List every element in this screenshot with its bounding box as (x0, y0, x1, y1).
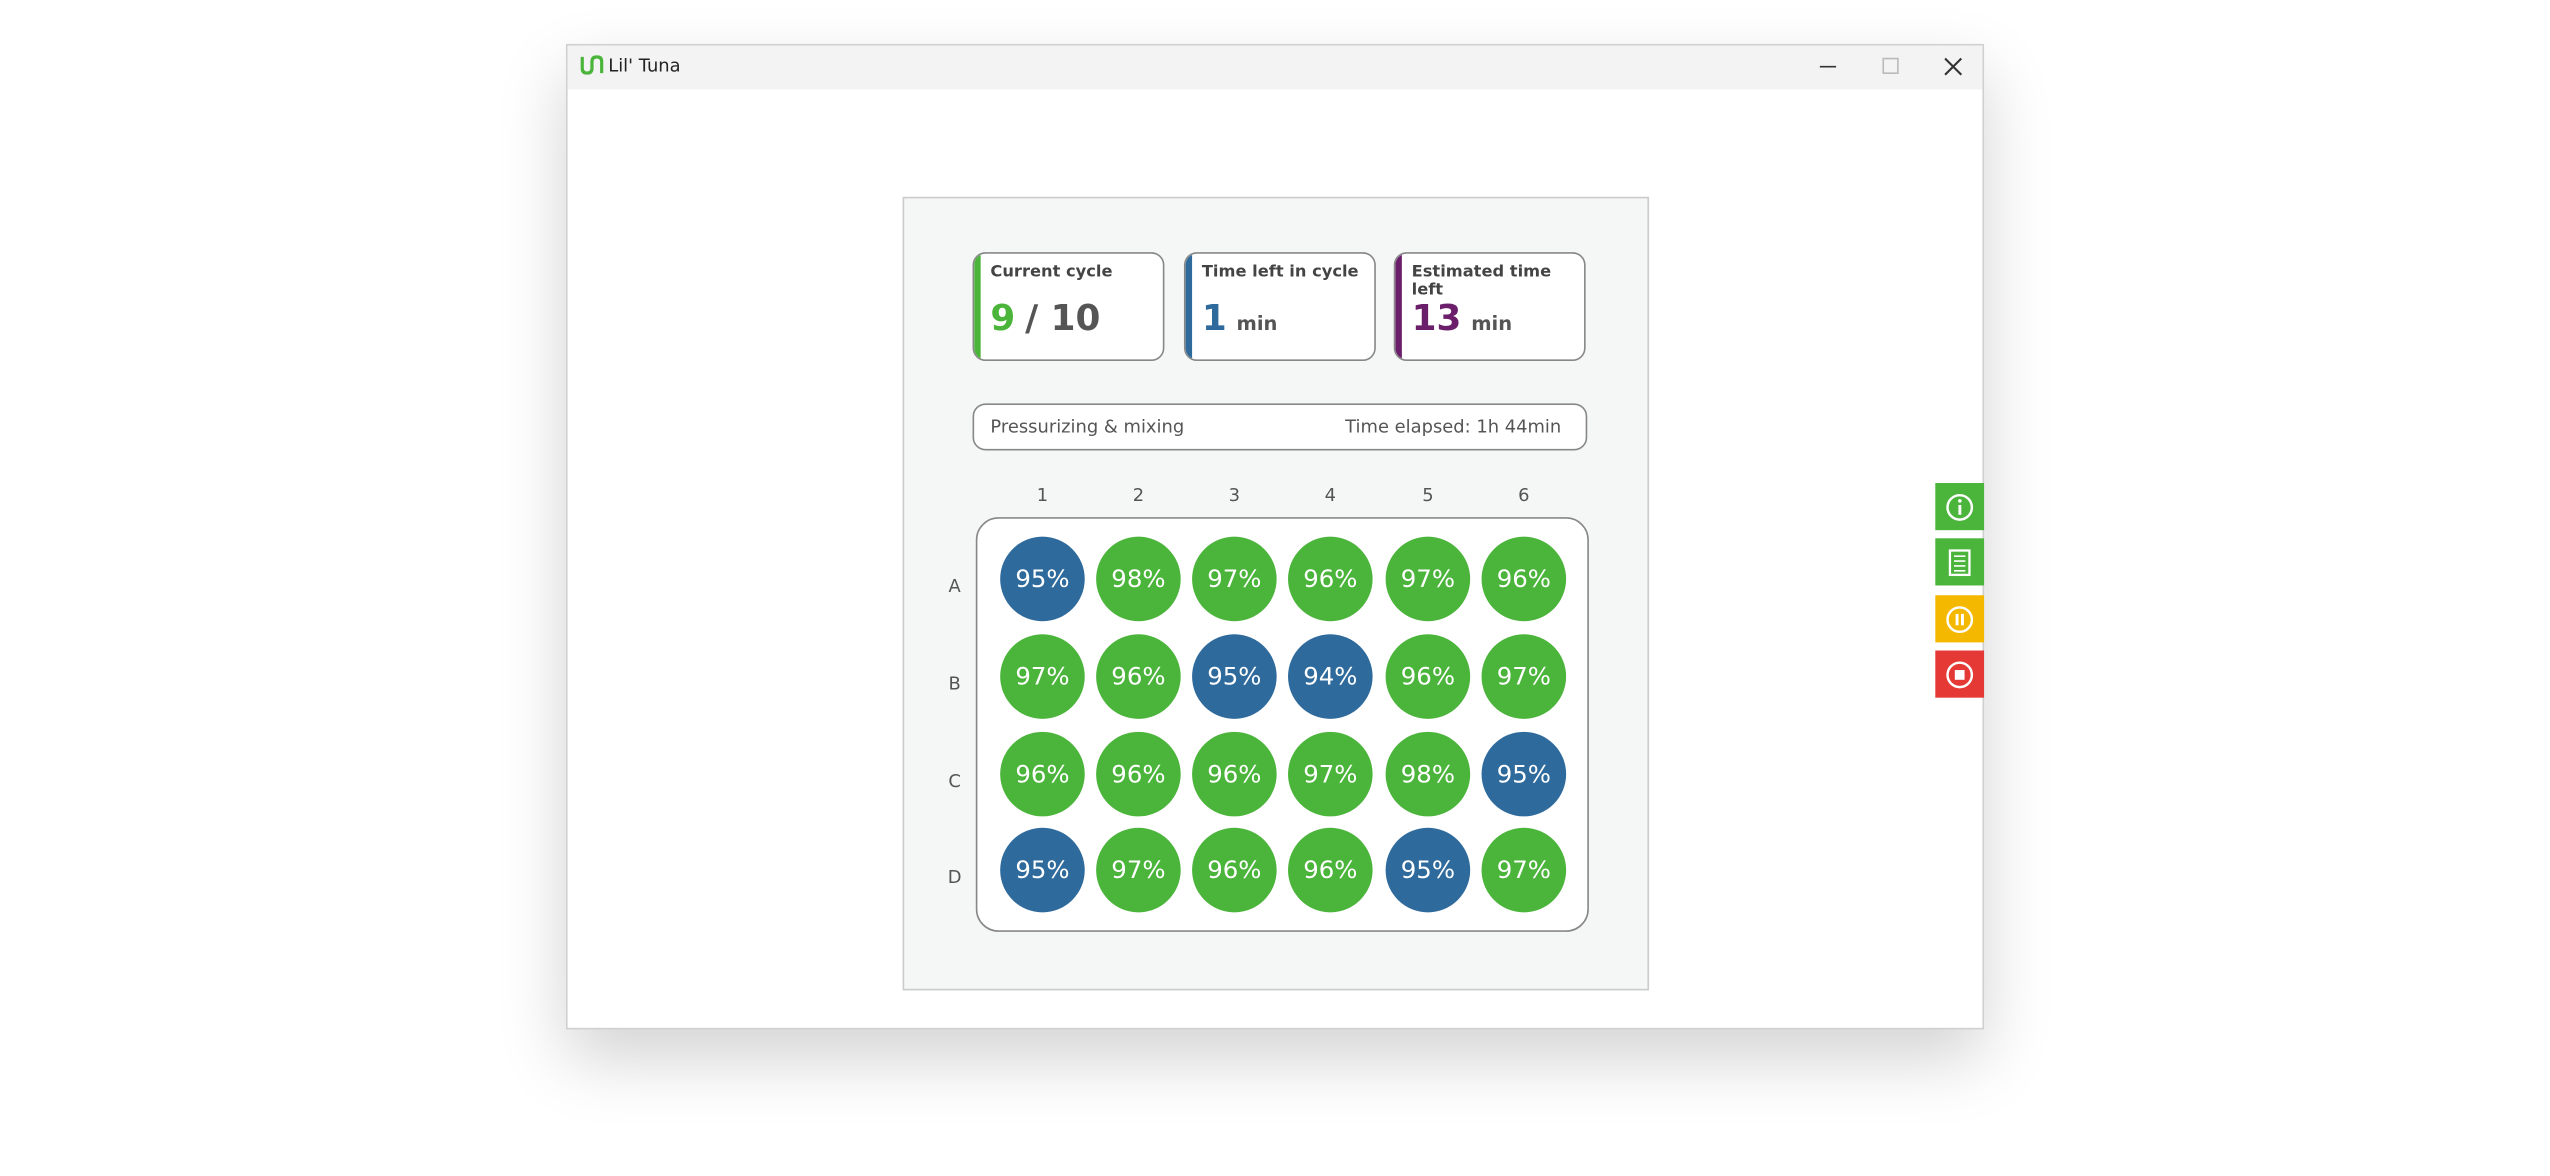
well: 97% (1481, 827, 1567, 913)
well: 97% (1096, 827, 1181, 913)
card-value-row: 13 min (1412, 299, 1513, 340)
column-label: 4 (1324, 484, 1337, 506)
well: 97% (1192, 536, 1277, 622)
well: 96% (1096, 634, 1181, 719)
app-icon (580, 55, 604, 75)
card-suffix: min (1471, 312, 1513, 336)
column-label: 6 (1518, 484, 1530, 506)
card-suffix: / 10 (1025, 299, 1101, 340)
column-label: 3 (1228, 484, 1241, 506)
well: 96% (1192, 731, 1277, 817)
well: 97% (1288, 731, 1373, 817)
well: 95% (1000, 536, 1085, 622)
column-label: 5 (1422, 484, 1434, 506)
stop-button[interactable] (1935, 650, 1985, 698)
well: 96% (1096, 731, 1181, 817)
well: 95% (1000, 827, 1085, 913)
info-button[interactable] (1935, 483, 1985, 531)
column-label: 2 (1132, 484, 1145, 506)
card-value: 1 (1201, 299, 1227, 340)
well: 96% (1288, 827, 1373, 913)
info-icon (1946, 493, 1974, 521)
well: 96% (1288, 536, 1373, 622)
well: 96% (1481, 536, 1567, 622)
card-value-row: 9/ 10 (990, 299, 1100, 340)
row-label: B (948, 673, 961, 695)
card-accent (1185, 253, 1193, 360)
page-title: Progress (1055, 107, 1209, 148)
menu-button[interactable] (583, 110, 633, 150)
elapsed-time: Time elapsed: 1h 44min (1345, 416, 1562, 438)
title-bar: Lil' Tuna (567, 45, 1983, 90)
pause-icon (1946, 605, 1974, 633)
well: 94% (1288, 634, 1373, 719)
log-icon (1948, 548, 1971, 576)
card-title: Estimated time left (1411, 263, 1552, 300)
card-accent (974, 253, 981, 360)
row-label: A (948, 575, 961, 597)
card-value-row: 1 min (1202, 299, 1278, 340)
user-icon[interactable] (1849, 111, 1885, 147)
card-accent (1395, 253, 1402, 360)
card-value: 9 (990, 299, 1016, 340)
well: 96% (1192, 827, 1277, 913)
well: 97% (1481, 634, 1567, 719)
row-label: D (947, 866, 962, 888)
well: 97% (1385, 536, 1471, 622)
info-card: Time left in cycle 1 min (1183, 252, 1376, 362)
stop-icon (1946, 660, 1974, 688)
status-step: Pressurizing & mixing (990, 416, 1185, 438)
well: 95% (1481, 731, 1567, 817)
well: 96% (1000, 731, 1085, 817)
app-header: Lil' Tuna Progress admin (568, 89, 1983, 170)
divider (1006, 99, 1010, 152)
well: 98% (1096, 536, 1181, 622)
card-suffix: min (1236, 312, 1278, 336)
status-bar: Pressurizing & mixing Time elapsed: 1h 4… (972, 403, 1588, 451)
info-card: Estimated time left 13 min (1393, 252, 1586, 362)
app-name: Lil' Tuna (759, 107, 905, 148)
well: 97% (1000, 634, 1085, 719)
card-title: Time left in cycle (1201, 263, 1359, 282)
well: 98% (1385, 731, 1471, 817)
column-label: 1 (1036, 484, 1049, 506)
log-button[interactable] (1935, 538, 1985, 586)
row-label: C (948, 770, 961, 793)
well: 95% (1385, 827, 1471, 913)
info-card: Current cycle 9/ 10 (972, 252, 1165, 362)
card-title: Current cycle (990, 263, 1113, 282)
user-name[interactable]: admin (1780, 123, 1849, 147)
card-value: 13 (1411, 299, 1462, 340)
pause-button[interactable] (1935, 595, 1985, 643)
well: 95% (1192, 634, 1277, 719)
window-controls[interactable] (1813, 55, 1976, 81)
well: 96% (1385, 634, 1471, 719)
window-title: Lil' Tuna (608, 55, 681, 77)
